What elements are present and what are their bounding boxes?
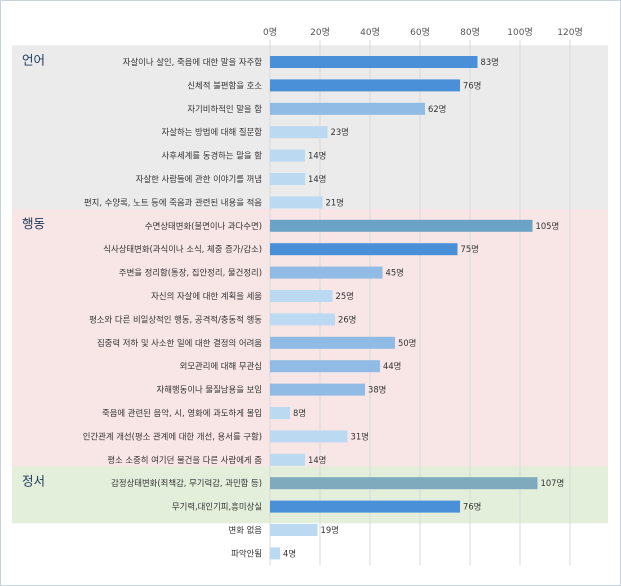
value-label: 107명 xyxy=(541,478,565,488)
value-label: 76명 xyxy=(463,80,481,90)
value-label: 25명 xyxy=(336,291,354,301)
group-bands xyxy=(12,45,608,524)
x-axis-ticks: 0명 20명 40명 60명 80명 100명 120명 xyxy=(263,27,583,38)
bar xyxy=(270,336,395,349)
bar xyxy=(270,126,328,139)
x-tick-label: 80명 xyxy=(460,27,480,38)
group-label: 정서 xyxy=(22,474,45,489)
bar xyxy=(270,173,305,185)
bar xyxy=(270,243,458,256)
value-label: 21명 xyxy=(326,197,344,207)
bar xyxy=(270,360,380,373)
bar xyxy=(270,219,533,232)
category-label: 무기력,대인기피,흥미상실 xyxy=(172,502,262,512)
bar xyxy=(270,407,290,419)
category-label: 감정상태변화(죄책감, 무기력감, 과민함 등) xyxy=(111,478,262,488)
value-label: 38명 xyxy=(368,385,386,395)
value-labels: 83명 76명 62명 23명 14명 14명 21명 105명 75명 45명 25명 26명 50명… xyxy=(283,57,564,558)
value-label: 4명 xyxy=(283,548,296,558)
group-label: 행동 xyxy=(22,216,45,231)
x-tick-label: 20명 xyxy=(310,27,330,38)
bar xyxy=(270,79,460,92)
category-label: 자살한 사람들에 관한 이야기를 꺼냄 xyxy=(136,174,262,184)
category-label: 자살하는 방법에 대해 질문함 xyxy=(162,127,263,137)
value-label: 19명 xyxy=(321,525,339,535)
group-band xyxy=(12,466,608,524)
bar xyxy=(270,430,348,443)
bar xyxy=(270,266,383,279)
value-label: 44명 xyxy=(383,361,401,371)
bar xyxy=(270,453,305,466)
value-label: 75명 xyxy=(461,244,479,254)
value-label: 26명 xyxy=(338,314,356,324)
bar xyxy=(270,196,323,209)
category-label: 식사상태변화(과식이나 소식, 체중 증가/감소) xyxy=(103,244,262,254)
bar xyxy=(270,477,538,490)
value-label: 31명 xyxy=(351,431,369,441)
x-tick-label: 120명 xyxy=(557,27,582,38)
value-label: 14명 xyxy=(308,174,326,184)
category-label: 주변을 정리함(통장, 집안정리, 물건정리) xyxy=(119,268,262,278)
value-label: 8명 xyxy=(293,408,306,418)
bar xyxy=(270,547,280,560)
bar xyxy=(270,383,365,396)
category-label: 자기비하적인 말을 함 xyxy=(187,104,262,114)
category-label: 외모관리에 대해 무관심 xyxy=(180,361,262,371)
bar xyxy=(270,102,425,115)
category-label: 사후세계를 동경하는 말을 함 xyxy=(162,151,263,161)
value-label: 14명 xyxy=(308,151,326,161)
category-label: 죽음에 관련된 음악, 시, 영화에 과도하게 몰입 xyxy=(102,408,262,418)
category-label: 수면상태변화(불면이나 과다수면) xyxy=(145,221,262,231)
category-label: 평소 소중히 여기던 물건을 다른 사람에게 줌 xyxy=(107,455,262,465)
bars xyxy=(270,56,538,560)
x-tick-label: 0명 xyxy=(263,27,277,38)
value-label: 45명 xyxy=(386,268,404,278)
category-label: 파악안됨 xyxy=(231,548,262,558)
x-tick-label: 100명 xyxy=(507,27,532,38)
value-label: 14명 xyxy=(308,455,326,465)
value-label: 50명 xyxy=(398,338,416,348)
bar xyxy=(270,149,305,162)
category-label: 인간관계 개선(평소 관계에 대한 개선, 용서를 구함) xyxy=(83,431,262,441)
group-label: 언어 xyxy=(22,52,45,67)
category-label: 집중력 저하 및 사소한 일에 대한 결정의 어려움 xyxy=(97,338,262,348)
category-label: 편지, 수양록, 노트 등에 죽음과 관련된 내용을 적음 xyxy=(84,197,262,207)
category-label: 변화 없음 xyxy=(229,525,263,535)
bar xyxy=(270,56,478,68)
value-label: 62명 xyxy=(428,104,446,114)
value-label: 105명 xyxy=(536,221,560,231)
category-label: 자해행동이나 물질남용을 보임 xyxy=(157,385,263,395)
x-tick-label: 60명 xyxy=(410,27,430,38)
bar xyxy=(270,524,318,536)
category-label: 신체적 불편함을 호소 xyxy=(187,80,262,90)
bar xyxy=(270,500,460,513)
value-label: 23명 xyxy=(331,127,349,137)
category-label: 자신의 자살에 대한 계획을 세움 xyxy=(151,291,262,301)
x-tick-label: 40명 xyxy=(360,27,380,38)
category-label: 평소와 다른 비일상적인 행동, 공격적/충동적 행동 xyxy=(89,314,262,324)
bar xyxy=(270,290,333,302)
bar xyxy=(270,313,335,326)
category-label: 자살이나 살인, 죽음에 대한 말을 자주함 xyxy=(123,57,263,67)
value-label: 76명 xyxy=(463,502,481,512)
value-label: 83명 xyxy=(481,57,499,67)
